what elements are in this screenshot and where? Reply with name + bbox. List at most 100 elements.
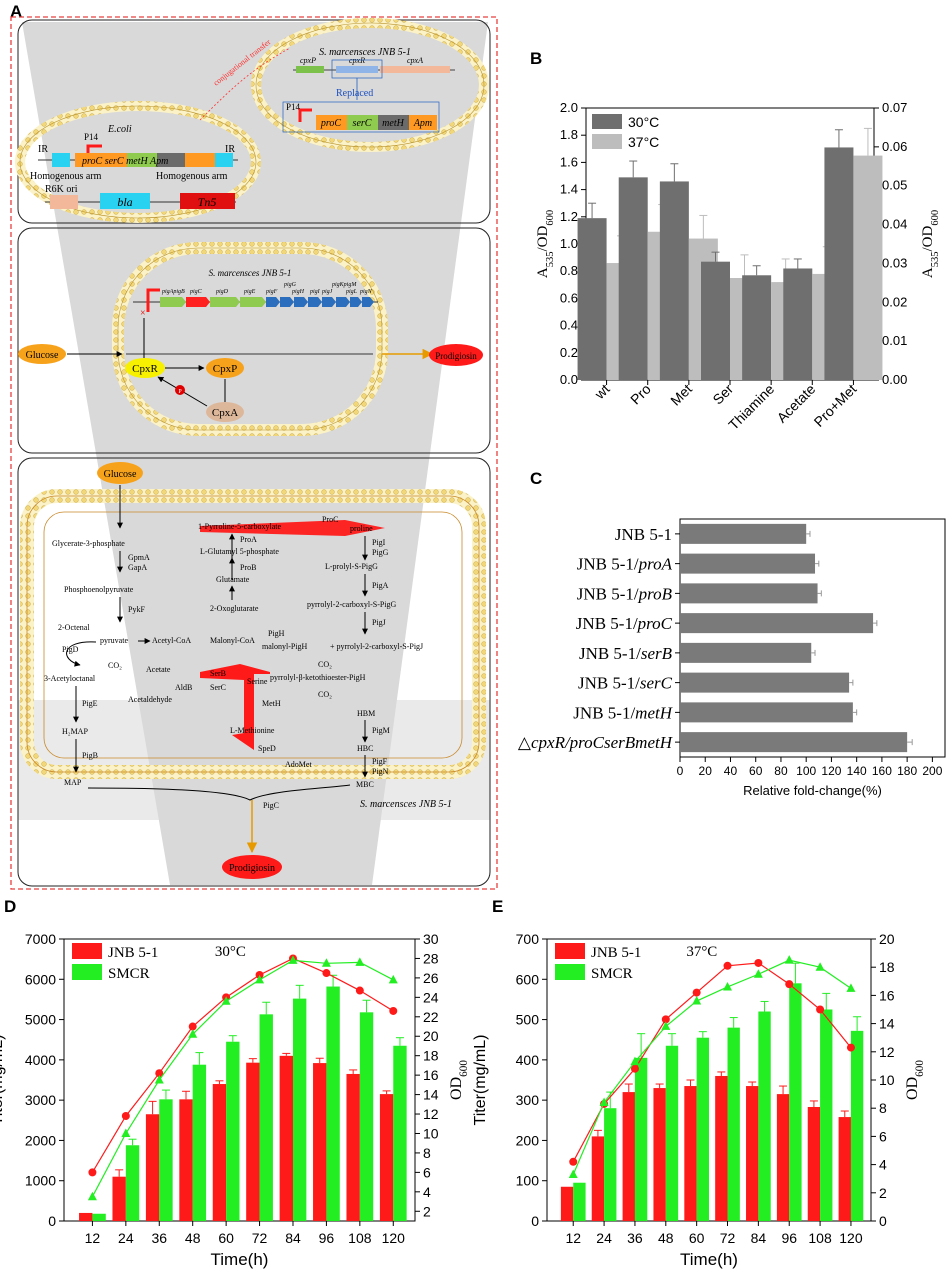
x-tick-label: 96 (319, 1230, 335, 1246)
gene-pigJ (322, 297, 336, 307)
glucose-label-box2: Glucose (26, 350, 59, 361)
homarm-right-label: Homogenous arm (156, 171, 228, 182)
met-pigb: PigB (82, 751, 98, 760)
chart-b: 0.0 0.2 0.4 0.6 0.8 1.0 1.2 1.4 1.6 1.8 2.0 0.00 0.0… (535, 100, 941, 433)
gene-pigC (186, 297, 210, 307)
chart-d: 0100020003000400050006000700024681012141… (0, 931, 470, 1269)
met-mbc: MBC (356, 780, 374, 789)
bar-JNB 5-1 (145, 1114, 160, 1221)
y2-axis-label-b: A535/OD600 (920, 210, 941, 278)
bar-c (680, 553, 816, 574)
met-serine: Serine (247, 677, 268, 686)
r6k-ori-label: R6K ori (45, 184, 78, 195)
gene-pigG (280, 297, 294, 307)
bar-b-37°C (853, 155, 883, 380)
met-malonylcoa: Malonyl-CoA (210, 636, 255, 645)
od-point-JNB 5-1 (88, 1168, 97, 1177)
y2-tick-label: 16 (423, 1067, 439, 1083)
bar-JNB 5-1 (560, 1186, 574, 1221)
gene-pigL-label: pigL (345, 289, 358, 295)
cpxa-node (206, 402, 244, 422)
bar-SMCR (226, 1041, 240, 1221)
x-tick-label-b: Pro (627, 381, 654, 408)
y-tick-label-b: 0.4 (560, 318, 578, 333)
species-label-box3: S. marcensces JNB 5-1 (360, 799, 452, 810)
y2-tick-label: 18 (879, 959, 895, 975)
y2-axis-label: OD600 (904, 1060, 926, 1100)
bar-c (680, 583, 818, 604)
met-acetyloctanal: 3-Acetyloctanal (44, 674, 96, 683)
bar-JNB 5-1 (246, 1062, 260, 1221)
cpxa-node-label: CpxA (212, 407, 238, 419)
y-tick-label-b: 1.4 (560, 182, 578, 197)
od-point-SMCR (599, 1097, 609, 1107)
legend-label-b: 37°C (628, 134, 659, 150)
tn5-label: Tn5 (198, 195, 217, 209)
cassette-meth-label: metH (382, 118, 404, 129)
cassette-meth (378, 115, 409, 130)
bar-JNB 5-1 (112, 1176, 126, 1221)
y2-tick-label: 24 (423, 989, 439, 1005)
bar-SMCR (292, 998, 307, 1221)
bar-JNB 5-1 (622, 1092, 635, 1221)
x-tick-label-c: 180 (897, 764, 917, 778)
panel-label-c: C (530, 469, 542, 488)
bar-c (680, 642, 812, 663)
met-gapa: GapA (128, 563, 147, 572)
x-tick-label: 36 (627, 1230, 643, 1246)
x-tick-label: 24 (118, 1230, 134, 1246)
gene-pigD (210, 297, 240, 307)
met-aldb: AldB (175, 683, 192, 692)
x-tick-label-c: 200 (922, 764, 942, 778)
y-tick-label: 600 (516, 971, 540, 987)
met-pigg: PigG (372, 548, 389, 557)
x-tick-label-b: Pro+Met (811, 381, 860, 430)
glucose-label-box3: Glucose (104, 469, 137, 480)
od-point-SMCR (154, 1075, 164, 1084)
cassette-apm (409, 115, 437, 130)
od-line-JNB 5-1 (91, 957, 394, 1173)
y2-tick-label: 6 (879, 1128, 887, 1144)
bar-JNB 5-1 (715, 1075, 728, 1221)
od-point-JNB 5-1 (569, 1157, 578, 1166)
y-tick-label: 3000 (25, 1092, 56, 1108)
legend-swatch-b (592, 114, 622, 129)
gene-pigD-label: pigD (215, 289, 229, 295)
y2-tick-label: 0 (879, 1213, 887, 1229)
bar-JNB 5-1 (807, 1106, 821, 1221)
phosphate-badge (175, 385, 185, 395)
gene-pigN-label: pigN (359, 289, 373, 295)
bar-SMCR (758, 1011, 771, 1221)
ir-left-label: IR (38, 144, 48, 155)
y-tick-label: 700 (516, 931, 540, 947)
prodigiosin-label-box2: Prodigiosin (435, 351, 477, 361)
met-h2map: H₂MAP (62, 727, 88, 736)
bar-JNB 5-1 (838, 1117, 851, 1221)
y2-tick-label: 4 (879, 1157, 887, 1173)
met-pigh: PigH (268, 629, 285, 638)
y2-tick-label: 26 (423, 970, 439, 986)
box-1-frame (17, 19, 491, 224)
met-proline: proline (350, 524, 373, 533)
met-ketothioester: pyrrolyl-β-ketothioester-PigH (270, 673, 366, 682)
cpxr-node-label: CpxR (132, 363, 158, 375)
ecoli-cassette-label: proC serC metH Apm (81, 156, 168, 167)
prodigiosin-node-box2 (429, 344, 483, 366)
y2-tick-label: 18 (423, 1048, 439, 1064)
bla-label: bla (117, 195, 132, 209)
bar-SMCR (326, 986, 340, 1221)
legend-label: SMCR (591, 966, 633, 982)
met-malonylpigh: malonyl-PigH (262, 642, 308, 651)
od-line-SMCR (572, 959, 852, 1175)
x-tick-label: 48 (185, 1230, 201, 1246)
met-adomet: AdoMet (285, 760, 312, 769)
y-tick-label-b: 1.0 (560, 236, 578, 251)
bar-SMCR (789, 983, 802, 1221)
bar-JNB 5-1 (79, 1212, 93, 1221)
od-point-SMCR (568, 1169, 578, 1178)
bar-b-30°C (824, 147, 854, 380)
smarc-cell-outline (255, 22, 485, 148)
y2-tick-label-b: 0.01 (882, 333, 907, 348)
x-tick-label: 36 (151, 1230, 167, 1246)
